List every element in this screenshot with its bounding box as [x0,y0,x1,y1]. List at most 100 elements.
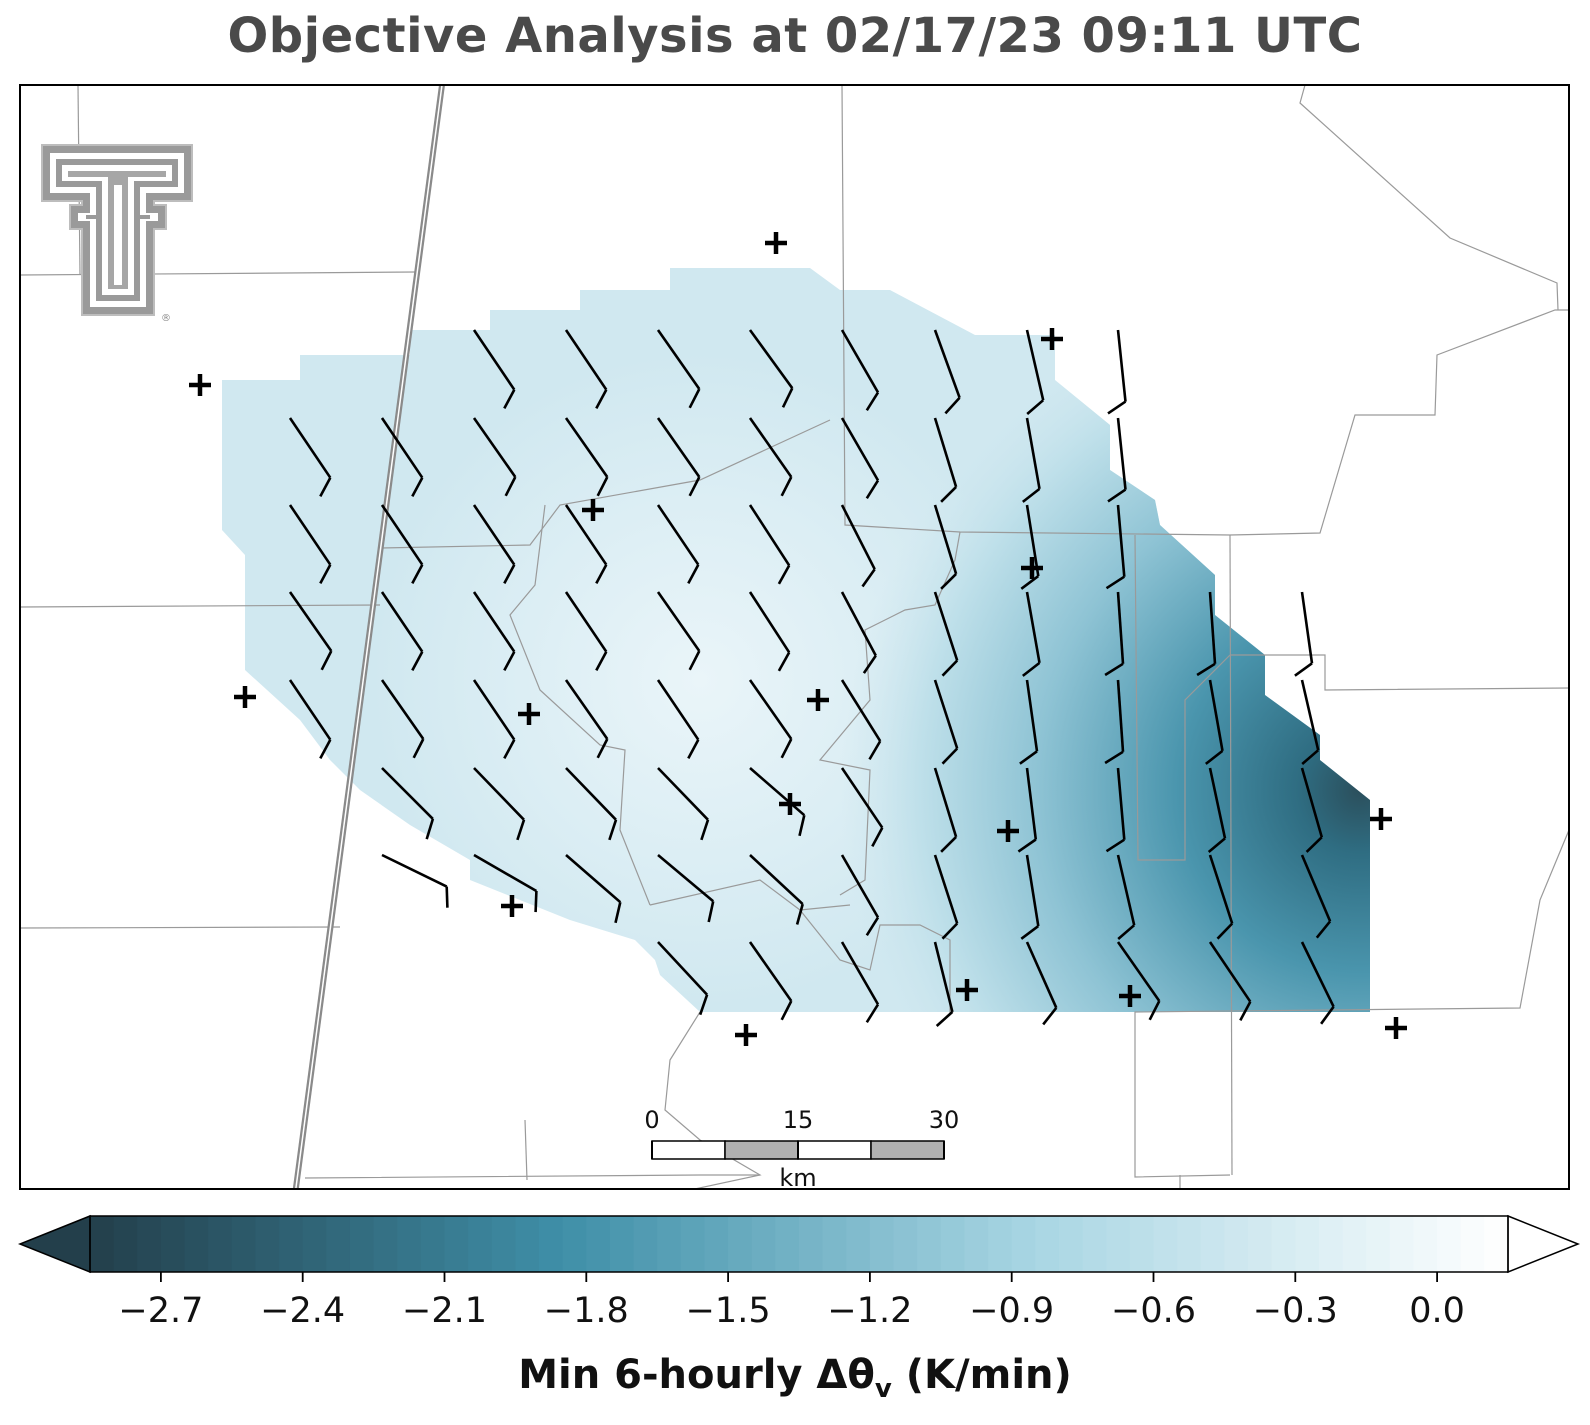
colorbar-cell [491,1216,516,1272]
colorbar-cell [1389,1216,1415,1272]
station-marker [735,1024,757,1046]
wind-barb [1300,854,1332,939]
colorbar-ticks: −2.7 −2.4 −2.1 −1.8 −1.5 −1.2 −0.9 −0.6 −0.3 0.0 [118,1272,1465,1331]
colorbar-cell [539,1216,564,1272]
wind-barb [748,591,791,672]
wind-barb [840,504,876,588]
highway [292,85,445,1189]
wind-barb [380,591,424,672]
wind-barb [1294,591,1314,677]
wind-barb [1105,767,1126,853]
station-markers [189,232,1407,1046]
wind-barb [840,941,880,1023]
colorbar-cell [1271,1216,1296,1272]
station-marker [765,232,787,254]
colorbar-cell [373,1216,398,1272]
colorbar-tick-label: −2.1 [402,1291,487,1331]
colorbar-tick-label: −2.7 [118,1291,203,1331]
page-title: Objective Analysis at 02/17/23 09:11 UTC [227,8,1363,64]
wind-barb [656,329,701,409]
wind-barb [288,417,332,498]
colorbar-cell [1224,1216,1249,1272]
colorbar-tick-label: −1.8 [544,1291,629,1331]
wind-barb [1300,941,1335,1025]
colorbar-label-sub: v [874,1374,892,1404]
colorbar-tick-label: −2.4 [260,1291,345,1331]
wind-barb [1017,767,1038,853]
wind-barb [1208,854,1234,940]
colorbar-cell [1011,1216,1036,1272]
wind-barb [1205,679,1224,765]
wind-barb [380,417,424,498]
wind-barb [565,854,622,924]
colorbar-cell [586,1216,611,1272]
wind-barb [1116,941,1161,1021]
wind-barb [564,417,609,497]
station-marker [518,703,540,725]
colorbar-cell [302,1216,327,1272]
wind-barb [1300,679,1320,765]
scale-bar: 0 15 30 km [644,1106,959,1192]
wind-barb [564,679,609,759]
wind-barb [1104,591,1125,677]
wind-barb [472,504,516,585]
wind-barb [1025,329,1045,415]
wind-barb [933,679,959,765]
colorbar-cell [1318,1216,1344,1272]
wind-barb [933,329,961,415]
colorbar-cell [184,1216,209,1272]
wind-barb [933,767,958,853]
colorbar-tick-label: −1.2 [827,1291,912,1331]
colorbar-cell [1035,1216,1060,1272]
station-marker [997,820,1019,842]
colorbar-cell [1129,1216,1155,1272]
wind-barb [564,329,608,410]
colorbar-cell [1413,1216,1438,1272]
station-marker [779,793,801,815]
wind-barb [748,417,793,497]
wind-barb [748,941,793,1021]
colorbar-extend-low [17,1214,91,1274]
wind-barb [657,941,709,1016]
colorbar-cell [160,1216,186,1272]
station-marker [501,895,523,917]
wind-barb [656,504,700,585]
wind-barb [564,591,608,672]
colorbar-cell [988,1216,1013,1272]
wind-barb [656,591,701,671]
wind-barb [1020,504,1040,590]
colorbar-extend-high [1507,1214,1581,1274]
wind-barb [749,854,804,925]
wind-barb [1300,767,1324,853]
scale-label-30: 30 [929,1106,960,1134]
colorbar-cell [1106,1216,1131,1272]
wind-barb [565,767,618,841]
wind-barb [1116,854,1136,940]
wind-barb [933,504,958,590]
station-marker [1385,1017,1407,1039]
colorbar-cell [633,1216,658,1272]
station-marker [234,686,256,708]
wind-barb [473,853,538,913]
map[interactable]: ® 0 15 30 km [0,0,1590,1200]
wind-barb [380,679,425,759]
wind-barb [933,854,959,940]
station-marker [807,689,829,711]
scale-unit: km [779,1164,816,1192]
wind-barbs [288,329,1335,1027]
wind-barb [472,329,516,410]
wind-barb [1022,591,1041,677]
colorbar-cell [657,1216,682,1272]
colorbar-cell [515,1216,540,1272]
wind-barb [1107,417,1127,503]
colorbar-cell [208,1216,233,1272]
wind-barb [381,767,435,840]
wind-barb [1107,329,1127,415]
colorbar-cell [1366,1216,1391,1272]
colorbar-cell [751,1216,776,1272]
wind-barb [472,679,516,760]
logo-registered-mark: ® [161,313,171,324]
colorbar-label-main: Min 6-hourly Δθ [518,1352,875,1398]
scale-label-15: 15 [783,1106,814,1134]
wind-barb [472,417,517,497]
